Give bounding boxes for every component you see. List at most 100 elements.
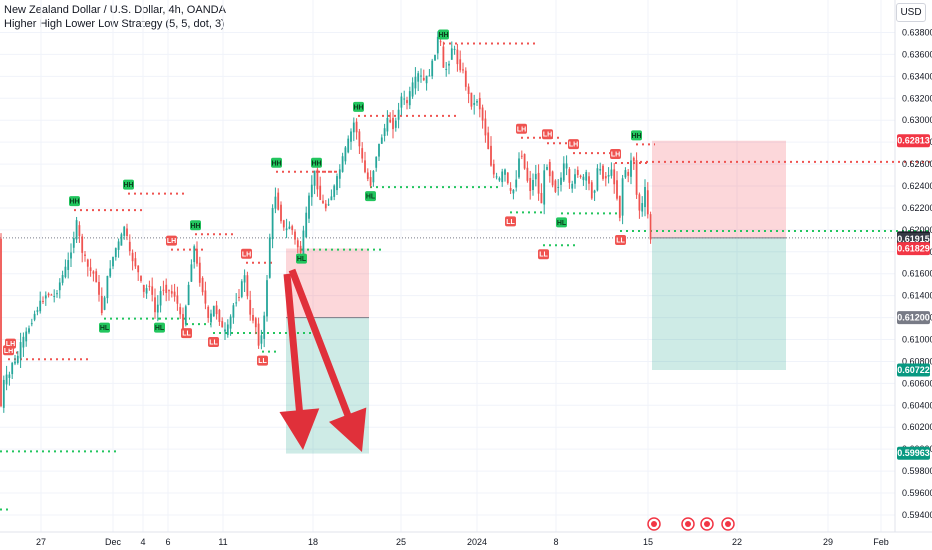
pivot-label: HH [190,223,200,230]
candle-body [235,302,238,304]
candle-body [473,103,476,105]
pivot-label: HH [631,133,641,140]
candle-body [495,176,498,178]
candle-body [562,163,565,181]
candle-body [403,98,406,100]
candle-body [212,305,215,317]
candle-body [319,185,322,200]
candle-body [67,260,70,270]
candle-body [271,207,274,240]
pivot-badge [365,191,376,202]
candle-body [380,137,383,144]
pivot-label: HL [366,194,376,201]
candle-body [518,158,520,178]
candle-body [378,143,380,157]
candle-body [408,91,411,106]
pivot-label: HL [297,256,307,263]
pivot-badge [542,129,553,140]
candle-body [464,70,467,87]
candle-body [204,290,207,304]
candle-body [546,166,548,170]
pivot-label: HH [311,160,321,167]
pivot-label: LL [616,237,625,244]
pivot-badge [166,235,177,246]
candle-body [36,310,39,312]
pivot-badge [69,196,80,207]
candle-body [257,323,260,346]
candle-body [316,169,319,190]
candle-body [229,316,232,329]
candle-body [64,266,67,278]
candle-body [288,226,291,229]
candle-body [92,271,95,274]
indicator-title: Higher High Lower Low Strategy (5, 5, do… [4,18,225,30]
candle-body [61,275,64,283]
y-tick-label: 0.62600 [902,159,932,169]
candle-body [324,203,327,209]
pivot-label: LL [258,358,267,365]
pivot-badge [353,101,364,112]
pivot-badge [123,179,134,190]
candle-body [366,172,369,179]
candle-body [478,98,481,110]
y-tick-label: 0.60400 [902,400,932,410]
candle-body [515,179,518,188]
candle-body [254,318,257,328]
candle-body [165,284,168,293]
candle-body [341,156,344,172]
candle-body [8,374,11,378]
candle-body [95,271,98,283]
price-tag [897,311,930,325]
currency-button[interactable]: USD [896,3,926,22]
candle-body [50,294,53,296]
candle-body [616,180,618,199]
pivot-badge [438,29,449,40]
candle-body [44,295,47,299]
candle-body [2,379,5,408]
y-tick-label: 0.62200 [902,203,932,213]
candle-body [263,315,266,339]
candle-body [590,182,593,199]
candle-body [106,275,109,299]
candle-body [358,131,361,147]
candle-body [42,300,44,302]
candle-body [422,77,425,81]
candle-body [352,122,355,133]
pivot-label: HH [353,104,363,111]
candle-body [198,262,201,283]
candle-body [114,248,117,258]
candle-body [392,117,394,130]
candle-body [246,275,249,297]
y-tick-label: 0.61000 [902,335,932,345]
candle-body [109,268,112,277]
candle-body [207,306,210,318]
candle-body [330,196,333,201]
pivot-label: HL [557,220,567,227]
price-tag-label: 0.61915 [897,234,930,244]
x-tick-label: 11 [218,537,227,547]
candle-body [582,176,585,181]
x-tick-label: 29 [823,537,833,547]
pivot-badge [538,249,549,260]
candle-body [442,46,445,68]
candle-body [627,171,630,176]
candle-body [266,280,268,317]
candle-body [484,118,487,136]
candle-body [532,179,534,191]
candle-body [58,282,61,291]
candle-body [604,176,607,179]
candle-body [305,212,308,238]
pivot-badge [181,328,192,339]
candle-body [621,178,624,216]
candle-body [103,297,106,310]
pivot-label: LH [242,251,251,258]
candle-body [425,75,428,84]
candle-body [240,281,243,297]
candle-body [593,190,596,193]
y-tick-label: 0.60600 [902,378,932,388]
candle-body [490,145,492,166]
y-tick-label: 0.61600 [902,269,932,279]
price-tag [897,446,930,460]
candle-body [355,121,358,133]
